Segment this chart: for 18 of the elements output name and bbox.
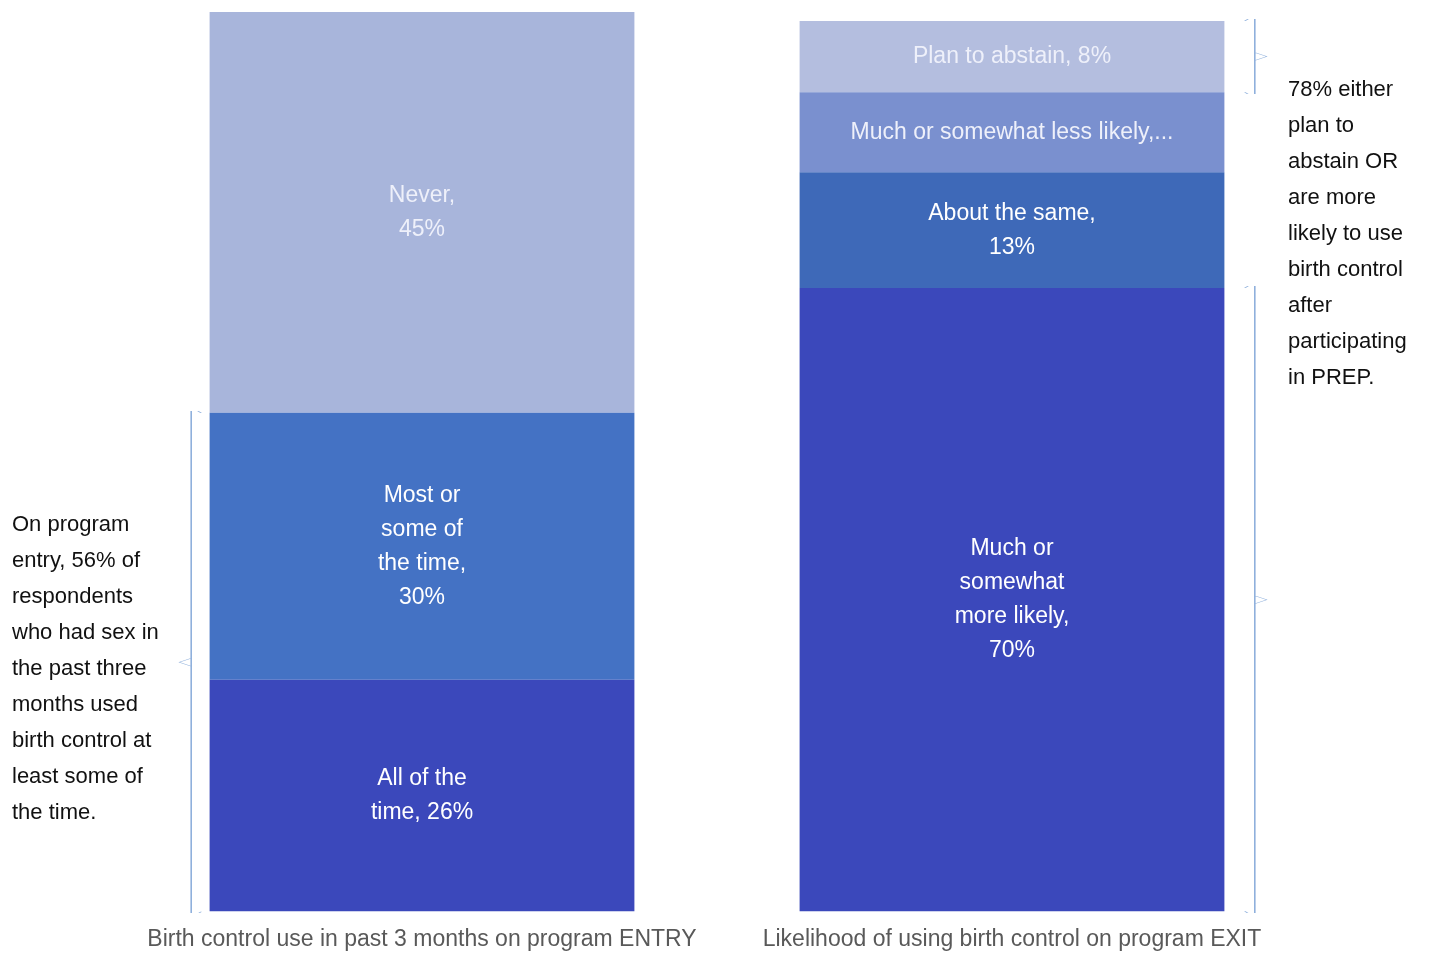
data-label: Plan to abstain, 8% <box>912 41 1112 68</box>
text: On program entry, 56% of respondents who had sex in the past three months used birth control at least some of the time. <box>12 511 159 825</box>
bar <box>799 92 1225 173</box>
data-label: Never, 45% <box>388 180 456 241</box>
bar <box>209 679 635 912</box>
data-label: All of the time, 26% <box>370 763 474 824</box>
bar <box>209 412 635 680</box>
text: 78% either plan to abstain OR are more likely to use birth control after participating in PREP. <box>1288 75 1407 389</box>
x-tick-label: Birth control use in past 3 months on program ENTRY <box>147 924 697 951</box>
data-label: Much or somewhat less likely,... <box>850 117 1174 144</box>
bar <box>799 172 1225 289</box>
bar <box>209 12 635 413</box>
bar <box>799 20 1225 93</box>
data-label: Most or some of the time, 30% <box>377 480 467 609</box>
x-tick-label: Likelihood of using birth control on program EXIT <box>762 924 1262 951</box>
data-label: About the same, 13% <box>928 198 1096 259</box>
bar <box>799 288 1225 912</box>
data-label: Much or somewhat more likely, 70% <box>954 534 1070 663</box>
